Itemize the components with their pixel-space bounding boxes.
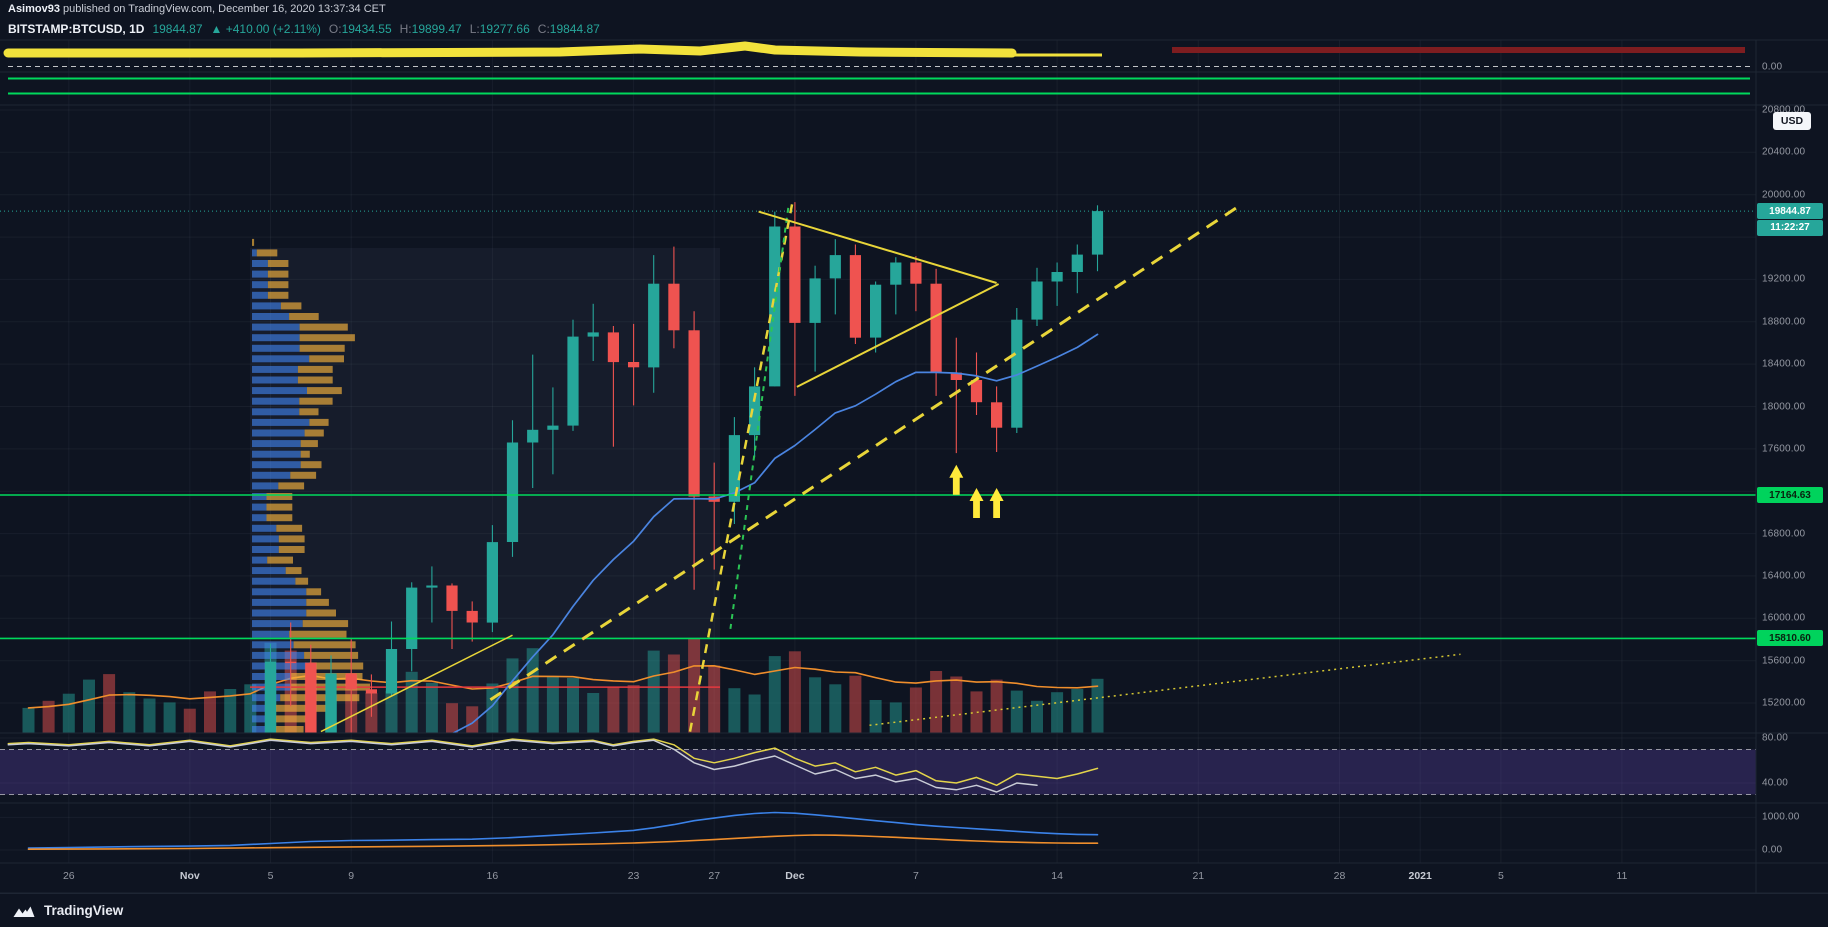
price-axis-label: 20000.00 xyxy=(1762,189,1806,201)
time-axis-label: 23 xyxy=(627,870,640,882)
time-axis-label: 27 xyxy=(708,870,721,882)
last-price-badge: 19844.87 xyxy=(1757,203,1823,220)
attribution-bar: Asimov93 published on TradingView.com, D… xyxy=(0,0,1764,18)
currency-badge[interactable]: USD xyxy=(1773,112,1811,130)
time-axis-label: 21 xyxy=(1192,870,1205,882)
time-axis-label: 16 xyxy=(486,870,499,882)
hline-price-badge: 15810.60 xyxy=(1757,630,1823,647)
price-axis-label: 18000.00 xyxy=(1762,401,1806,412)
high-label: H: xyxy=(399,22,412,36)
price-axis-label: 18400.00 xyxy=(1762,358,1806,370)
indicator-axis-label: 0.00 xyxy=(1762,844,1783,856)
author-name: Asimov93 xyxy=(8,3,60,15)
indicator-axis-label: 80.00 xyxy=(1762,732,1789,744)
price-axis-label: 17600.00 xyxy=(1762,443,1806,455)
footer-bar: TradingView xyxy=(0,893,1828,927)
close-label: C: xyxy=(537,22,550,36)
indicator-axis-label: 1000.00 xyxy=(1762,811,1800,823)
indicator-axis-label: 40.00 xyxy=(1762,777,1789,789)
high-readout: H:19899.47 xyxy=(400,22,462,36)
time-axis-label: 9 xyxy=(348,870,355,882)
open-readout: O:19434.55 xyxy=(329,22,392,36)
last-price-value: 19844.87 xyxy=(152,22,203,36)
time-axis-label: Nov xyxy=(179,870,200,882)
time-axis-label: 26 xyxy=(62,870,75,882)
time-axis-label: 5 xyxy=(267,870,274,882)
tradingview-brand-link[interactable]: TradingView xyxy=(44,903,124,918)
open-label: O: xyxy=(328,22,342,36)
time-axis-label: Dec xyxy=(785,870,805,882)
price-axis-label: 19200.00 xyxy=(1762,273,1806,285)
price-axis-label: 16800.00 xyxy=(1762,528,1806,540)
symbol-title: BITSTAMP:BTCUSD, 1D xyxy=(8,22,145,36)
low-label: L: xyxy=(469,22,480,36)
time-axis-label: 28 xyxy=(1333,870,1346,882)
open-value: 19434.55 xyxy=(341,22,392,36)
attribution-text: published on TradingView.com, December 1… xyxy=(59,3,386,15)
bar-countdown-badge: 11:22:27 xyxy=(1757,219,1823,236)
low-readout: L:19277.66 xyxy=(470,22,530,36)
symbol-bar: BITSTAMP:BTCUSD, 1D 19844.87 ▲ +410.00 (… xyxy=(0,18,608,40)
price-axis-label: 15200.00 xyxy=(1762,697,1806,709)
tradingview-logo-icon[interactable] xyxy=(12,903,36,919)
time-axis-label: 5 xyxy=(1497,870,1504,882)
price-axis-label: 16400.00 xyxy=(1762,570,1806,582)
high-value: 19899.47 xyxy=(411,22,462,36)
price-axis-label: 18800.00 xyxy=(1762,316,1806,328)
low-value: 19277.66 xyxy=(479,22,530,36)
indicator-axis-label: 0.00 xyxy=(1762,61,1783,72)
time-axis-label: 7 xyxy=(913,870,919,882)
hline-price-badge: 17164.63 xyxy=(1757,487,1823,503)
price-axis-label: 20800.00 xyxy=(1762,104,1806,116)
price-change: ▲ +410.00 (+2.11%) xyxy=(210,22,321,36)
time-axis-label: 11 xyxy=(1616,870,1628,882)
price-axis-label: 20400.00 xyxy=(1762,146,1806,158)
price-axis-label: 16000.00 xyxy=(1762,612,1806,624)
time-axis-label: 2021 xyxy=(1408,870,1432,882)
close-readout: C:19844.87 xyxy=(538,22,600,36)
time-axis-label: 14 xyxy=(1051,870,1063,882)
price-axis-label: 15600.00 xyxy=(1762,655,1806,667)
close-value: 19844.87 xyxy=(549,22,600,36)
